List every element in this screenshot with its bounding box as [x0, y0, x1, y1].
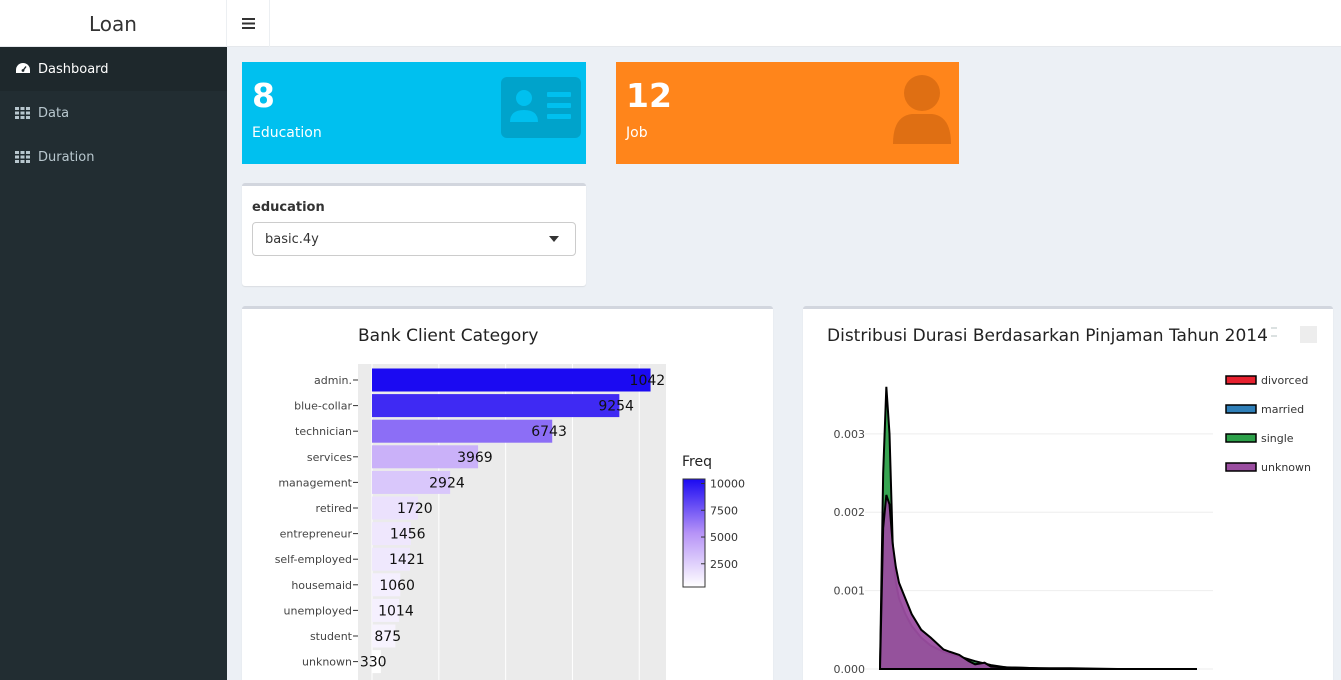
education-filter-box: education basic.4y: [242, 183, 586, 286]
value-box-number: 12: [626, 76, 672, 115]
grid-icon: [15, 106, 31, 120]
sidebar-item-label: Data: [38, 105, 70, 121]
caret-down-icon: [549, 236, 559, 242]
sidebar: Dashboard Data Duration: [0, 47, 227, 680]
bar-value-label: 6743: [531, 424, 567, 440]
colorbar-title: Freq: [682, 454, 712, 470]
y-tick-label: 0.000: [834, 663, 866, 676]
y-tick-label: student: [310, 630, 353, 643]
y-tick-label: 0.001: [834, 585, 866, 598]
colorbar-tick-label: 5000: [710, 531, 738, 544]
education-select[interactable]: basic.4y: [252, 222, 576, 256]
legend-swatch: [1225, 375, 1257, 385]
y-tick-label: services: [307, 451, 352, 464]
education-value-box: 8 Education: [242, 62, 586, 164]
bar-value-label: 1720: [397, 501, 433, 517]
bank-client-category-box: Bank Client Category 1042 9254 6743 3969 292…: [242, 306, 773, 680]
colorbar-tick-label: 2500: [710, 558, 738, 571]
modebar-pan-icon[interactable]: [1271, 335, 1277, 337]
bar-blue-collar[interactable]: [372, 394, 620, 418]
bar-technician[interactable]: [372, 419, 553, 443]
bar-housemaid[interactable]: [372, 573, 401, 597]
bar-value-label: 330: [360, 655, 387, 671]
legend-item-divorced[interactable]: divorced: [1225, 374, 1308, 387]
density-area-unknown[interactable]: [878, 494, 1197, 670]
job-value-box: 12 Job: [616, 62, 959, 164]
bar-unemployed[interactable]: [372, 598, 400, 622]
y-tick-label: technician: [295, 425, 352, 438]
legend-label: unknown: [1261, 461, 1311, 474]
legend-label: single: [1261, 432, 1294, 445]
legend-swatch: [1225, 404, 1257, 414]
chart-title: Bank Client Category: [358, 326, 539, 346]
y-tick-label: self-employed: [275, 553, 352, 566]
duration-distribution-box: 0.003 0.002 0.001 0.000 divorced married sing…: [803, 306, 1333, 680]
legend-item-married[interactable]: married: [1225, 403, 1304, 416]
y-tick-label: 0.002: [834, 506, 866, 519]
bar-value-label: 9254: [598, 399, 634, 415]
top-navbar: Loan: [0, 0, 1341, 47]
value-box-label: Job: [626, 125, 648, 141]
sidebar-item-dashboard[interactable]: Dashboard: [0, 47, 227, 91]
y-tick-label: admin.: [314, 374, 352, 387]
colorbar-tick-label: 7500: [710, 504, 738, 517]
density-area-single[interactable]: [878, 386, 1197, 670]
modebar: [1271, 326, 1317, 343]
sidebar-toggle-button[interactable]: [227, 0, 270, 47]
bar-admin.[interactable]: [372, 368, 651, 392]
sidebar-item-label: Dashboard: [38, 61, 109, 77]
y-tick-label: management: [278, 476, 352, 489]
sidebar-item-data[interactable]: Data: [0, 91, 227, 135]
y-tick-label: unknown: [302, 656, 352, 669]
legend-swatch: [1225, 462, 1257, 472]
y-tick-label: entrepreneur: [280, 528, 353, 541]
bar-entrepreneur[interactable]: [372, 522, 411, 546]
dashboard-icon: [15, 62, 31, 76]
value-box-number: 8: [252, 76, 275, 115]
density-chart[interactable]: 0.003 0.002 0.001 0.000 divorced married sing…: [803, 309, 1333, 680]
legend-label: married: [1261, 403, 1304, 416]
bar-value-label: 1042: [630, 373, 666, 389]
sidebar-item-duration[interactable]: Duration: [0, 135, 227, 179]
hamburger-icon: [241, 18, 255, 29]
education-select-label: education: [252, 200, 325, 215]
bar-unknown[interactable]: [372, 650, 381, 674]
bar-self-employed[interactable]: [372, 547, 410, 571]
y-tick-label: retired: [316, 502, 352, 515]
legend-item-unknown[interactable]: unknown: [1225, 461, 1311, 474]
y-tick-label: housemaid: [291, 579, 352, 592]
user-icon: [890, 74, 954, 150]
y-tick-label: 0.003: [834, 428, 866, 441]
legend-label: divorced: [1261, 374, 1308, 387]
bar-value-label: 1014: [378, 603, 414, 619]
bar-value-label: 3969: [457, 450, 493, 466]
bar-value-label: 2924: [429, 475, 465, 491]
colorbar: [682, 478, 706, 588]
bar-management[interactable]: [372, 470, 451, 494]
bar-value-label: 1060: [379, 578, 415, 594]
sidebar-item-label: Duration: [38, 149, 95, 165]
bar-chart[interactable]: 1042 9254 6743 3969 2924 1720 1456 1421 1060 1014…: [242, 309, 773, 680]
value-box-label: Education: [252, 125, 322, 141]
bar-student[interactable]: [372, 624, 396, 648]
chart-title: Distribusi Durasi Berdasarkan Pinjaman T…: [827, 326, 1268, 346]
education-select-value: basic.4y: [265, 231, 319, 247]
bar-retired[interactable]: [372, 496, 418, 520]
legend-item-single[interactable]: single: [1225, 432, 1294, 445]
modebar-zoom-icon[interactable]: [1271, 327, 1277, 329]
colorbar-tick-label: 10000: [710, 478, 745, 491]
legend-swatch: [1225, 433, 1257, 443]
id-card-icon: [501, 74, 581, 142]
modebar-chart-icon[interactable]: [1300, 326, 1317, 343]
y-tick-label: blue-collar: [294, 400, 352, 413]
bar-value-label: 875: [374, 629, 401, 645]
bar-value-label: 1456: [390, 527, 426, 543]
bar-services[interactable]: [372, 445, 479, 469]
y-tick-label: unemployed: [284, 604, 352, 617]
bar-value-label: 1421: [389, 552, 425, 568]
grid-icon: [15, 150, 31, 164]
app-logo[interactable]: Loan: [0, 0, 227, 47]
